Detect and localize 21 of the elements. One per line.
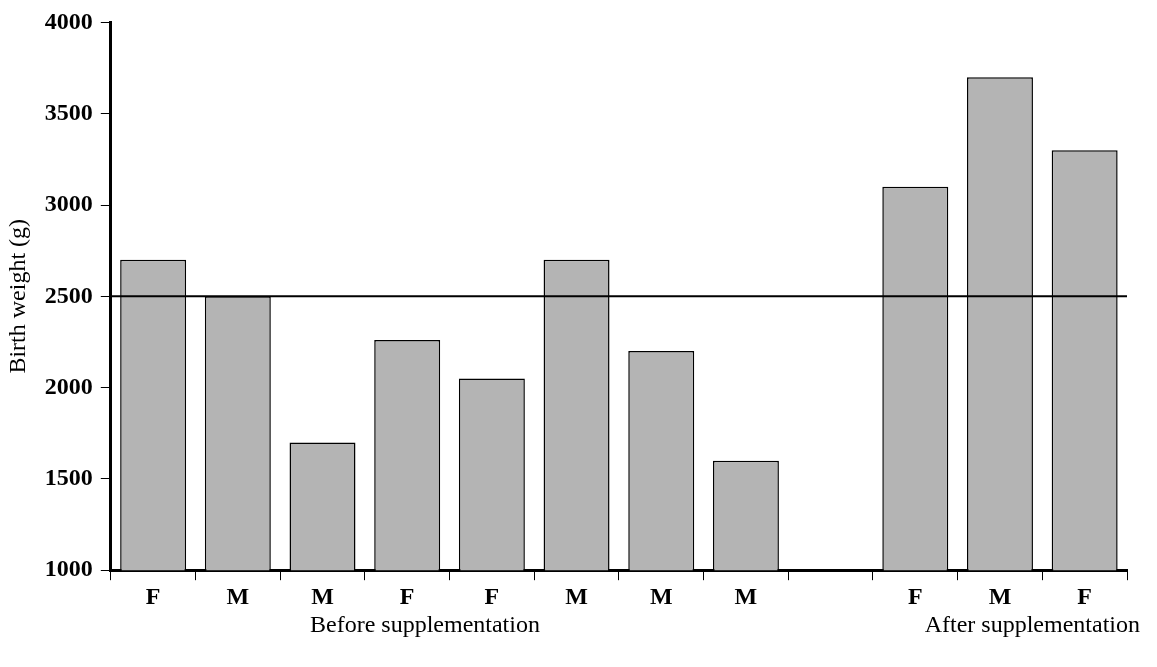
x-tick-label: M bbox=[649, 582, 673, 609]
y-tick-label: 2000 bbox=[44, 372, 93, 399]
text: After supplementation bbox=[924, 611, 1140, 638]
x-tick-label: F bbox=[484, 582, 500, 609]
y-tick-label: 4000 bbox=[44, 7, 93, 34]
x-tick-label: F bbox=[145, 582, 161, 609]
y-tick-label: 1500 bbox=[44, 464, 93, 491]
y-tick-label: 1000 bbox=[44, 555, 93, 582]
text: Before supplementation bbox=[310, 611, 540, 638]
x-tick-label: M bbox=[226, 582, 250, 609]
x-tick-label: F bbox=[1077, 582, 1092, 609]
y-tick-label: 3500 bbox=[44, 98, 93, 125]
x-tick-label: M bbox=[311, 582, 334, 609]
x-tick-label: F bbox=[399, 582, 415, 609]
x-tick-label: M bbox=[734, 582, 758, 609]
y-tick-label: 2500 bbox=[44, 281, 93, 308]
y-axis-title: Birth weight (g) bbox=[3, 218, 30, 374]
x-tick-label: M bbox=[988, 582, 1012, 609]
y-tick-label: 3000 bbox=[44, 190, 93, 217]
x-tick-label: M bbox=[565, 582, 588, 609]
x-tick-label: F bbox=[907, 582, 923, 609]
